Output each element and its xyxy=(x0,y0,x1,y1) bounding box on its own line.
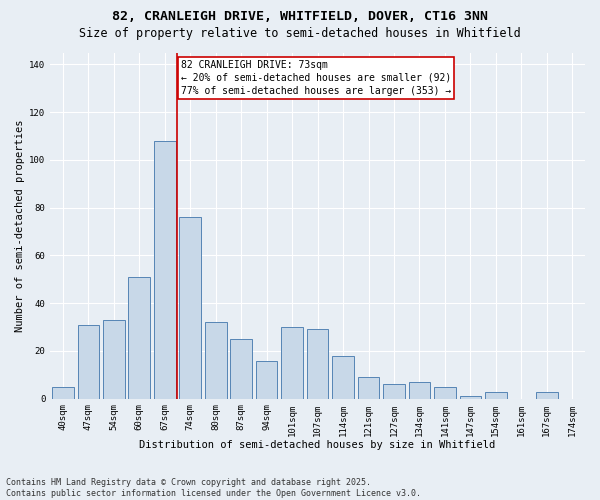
Bar xyxy=(256,360,277,399)
Bar xyxy=(281,327,303,398)
Y-axis label: Number of semi-detached properties: Number of semi-detached properties xyxy=(15,120,25,332)
Text: 82 CRANLEIGH DRIVE: 73sqm
← 20% of semi-detached houses are smaller (92)
77% of : 82 CRANLEIGH DRIVE: 73sqm ← 20% of semi-… xyxy=(181,60,452,96)
Bar xyxy=(307,330,328,398)
Bar xyxy=(230,339,252,398)
Bar xyxy=(77,324,99,398)
Bar xyxy=(179,218,201,398)
X-axis label: Distribution of semi-detached houses by size in Whitfield: Distribution of semi-detached houses by … xyxy=(139,440,496,450)
Bar xyxy=(409,382,430,398)
Bar xyxy=(52,387,74,398)
Bar xyxy=(154,141,176,399)
Bar xyxy=(205,322,227,398)
Bar xyxy=(485,392,506,398)
Bar xyxy=(536,392,557,398)
Text: Size of property relative to semi-detached houses in Whitfield: Size of property relative to semi-detach… xyxy=(79,28,521,40)
Bar xyxy=(128,277,150,398)
Bar xyxy=(434,387,456,398)
Text: Contains HM Land Registry data © Crown copyright and database right 2025.
Contai: Contains HM Land Registry data © Crown c… xyxy=(6,478,421,498)
Bar xyxy=(332,356,354,399)
Bar xyxy=(358,377,379,398)
Bar xyxy=(103,320,125,398)
Bar xyxy=(460,396,481,398)
Text: 82, CRANLEIGH DRIVE, WHITFIELD, DOVER, CT16 3NN: 82, CRANLEIGH DRIVE, WHITFIELD, DOVER, C… xyxy=(112,10,488,23)
Bar xyxy=(383,384,405,398)
